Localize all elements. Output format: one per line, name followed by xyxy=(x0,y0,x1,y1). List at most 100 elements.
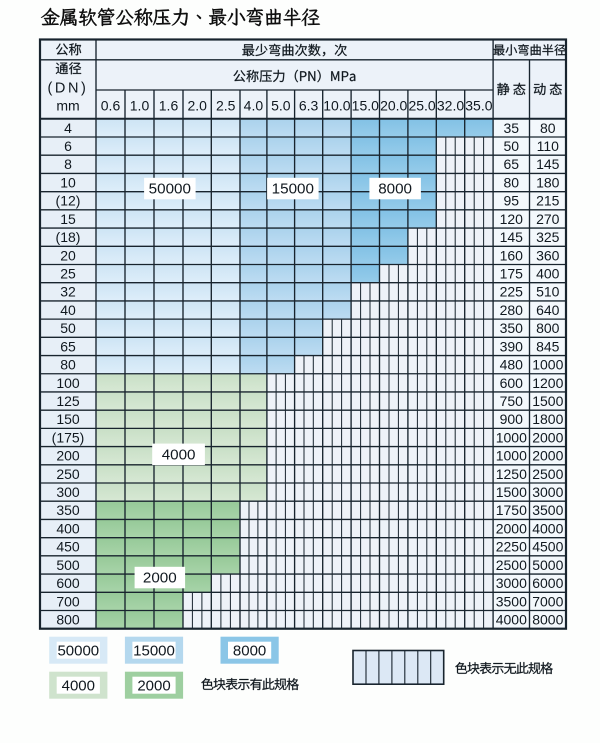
svg-text:2.5: 2.5 xyxy=(216,97,236,113)
svg-text:200: 200 xyxy=(56,448,80,464)
svg-text:20.0: 20.0 xyxy=(380,97,407,113)
svg-text:700: 700 xyxy=(56,593,80,609)
svg-text:1800: 1800 xyxy=(532,411,563,427)
svg-text:100: 100 xyxy=(56,375,80,391)
svg-text:350: 350 xyxy=(56,502,80,518)
svg-text:25: 25 xyxy=(60,266,76,282)
svg-text:15.0: 15.0 xyxy=(352,97,379,113)
svg-text:7000: 7000 xyxy=(532,593,563,609)
svg-text:4.0: 4.0 xyxy=(244,97,264,113)
svg-text:350: 350 xyxy=(500,320,524,336)
svg-text:1200: 1200 xyxy=(532,375,563,391)
svg-text:510: 510 xyxy=(536,284,560,300)
svg-text:3500: 3500 xyxy=(496,593,527,609)
svg-text:3500: 3500 xyxy=(532,502,563,518)
svg-text:8000: 8000 xyxy=(532,612,563,628)
svg-text:80: 80 xyxy=(504,174,520,190)
svg-text:360: 360 xyxy=(536,247,560,263)
svg-text:4000: 4000 xyxy=(496,612,527,628)
svg-text:35: 35 xyxy=(504,120,520,136)
svg-text:600: 600 xyxy=(500,375,524,391)
svg-text:5000: 5000 xyxy=(532,557,563,573)
svg-text:80: 80 xyxy=(540,120,556,136)
svg-text:65: 65 xyxy=(60,338,76,354)
svg-text:1000: 1000 xyxy=(496,429,527,445)
svg-text:6.3: 6.3 xyxy=(299,97,319,113)
svg-text:8000: 8000 xyxy=(233,643,266,660)
svg-text:120: 120 xyxy=(500,211,524,227)
svg-text:mm: mm xyxy=(56,98,79,114)
svg-text:480: 480 xyxy=(500,357,524,373)
svg-text:0.6: 0.6 xyxy=(101,97,121,113)
svg-text:1.6: 1.6 xyxy=(159,97,179,113)
svg-text:50: 50 xyxy=(504,138,520,154)
svg-text:50: 50 xyxy=(60,320,76,336)
svg-text:1000: 1000 xyxy=(532,357,563,373)
svg-text:450: 450 xyxy=(56,539,80,555)
svg-text:2000: 2000 xyxy=(137,678,170,695)
svg-text:150: 150 xyxy=(56,411,80,427)
svg-text:145: 145 xyxy=(536,156,560,172)
svg-text:50000: 50000 xyxy=(149,181,191,198)
svg-text:15000: 15000 xyxy=(272,181,314,198)
svg-text:10: 10 xyxy=(60,174,76,190)
svg-text:125: 125 xyxy=(56,393,80,409)
svg-text:10.0: 10.0 xyxy=(323,97,350,113)
svg-text:(18): (18) xyxy=(56,229,81,245)
svg-text:400: 400 xyxy=(56,520,80,536)
svg-text:25.0: 25.0 xyxy=(408,97,435,113)
svg-text:145: 145 xyxy=(500,229,524,245)
svg-text:2500: 2500 xyxy=(496,557,527,573)
svg-text:2250: 2250 xyxy=(496,539,527,555)
svg-text:3000: 3000 xyxy=(532,484,563,500)
svg-text:95: 95 xyxy=(504,193,520,209)
svg-text:1750: 1750 xyxy=(496,502,527,518)
svg-text:15000: 15000 xyxy=(133,643,175,660)
svg-text:110: 110 xyxy=(537,138,560,154)
svg-text:35.0: 35.0 xyxy=(465,97,492,113)
svg-text:325: 325 xyxy=(536,229,560,245)
svg-text:270: 270 xyxy=(536,211,560,227)
svg-text:50000: 50000 xyxy=(57,643,99,660)
svg-text:175: 175 xyxy=(500,266,524,282)
svg-text:800: 800 xyxy=(536,320,560,336)
svg-text:32.0: 32.0 xyxy=(437,97,464,113)
svg-text:2000: 2000 xyxy=(143,570,177,587)
svg-text:1500: 1500 xyxy=(496,484,527,500)
svg-text:500: 500 xyxy=(56,557,80,573)
svg-text:2000: 2000 xyxy=(496,520,527,536)
svg-text:8: 8 xyxy=(64,156,72,172)
svg-text:215: 215 xyxy=(536,193,560,209)
svg-text:(175): (175) xyxy=(52,429,85,445)
svg-text:65: 65 xyxy=(504,156,520,172)
svg-text:390: 390 xyxy=(500,338,524,354)
svg-text:2500: 2500 xyxy=(532,466,563,482)
svg-text:225: 225 xyxy=(500,284,524,300)
svg-text:6: 6 xyxy=(64,138,72,154)
svg-text:5.0: 5.0 xyxy=(271,97,291,113)
svg-text:300: 300 xyxy=(56,484,80,500)
svg-text:3000: 3000 xyxy=(496,575,527,591)
svg-text:80: 80 xyxy=(60,357,76,373)
svg-text:4500: 4500 xyxy=(532,539,563,555)
svg-text:640: 640 xyxy=(536,302,560,318)
svg-text:32: 32 xyxy=(60,284,76,300)
svg-text:1250: 1250 xyxy=(496,466,527,482)
svg-text:(DN): (DN) xyxy=(47,80,88,96)
svg-text:40: 40 xyxy=(60,302,76,318)
svg-text:2000: 2000 xyxy=(532,448,563,464)
svg-text:600: 600 xyxy=(56,575,80,591)
svg-text:4000: 4000 xyxy=(532,520,563,536)
svg-text:160: 160 xyxy=(500,247,524,263)
svg-text:280: 280 xyxy=(500,302,524,318)
svg-text:15: 15 xyxy=(60,211,76,227)
svg-text:1.0: 1.0 xyxy=(130,97,150,113)
svg-text:1000: 1000 xyxy=(496,448,527,464)
svg-text:900: 900 xyxy=(500,411,524,427)
svg-text:4: 4 xyxy=(64,120,72,136)
svg-text:845: 845 xyxy=(536,338,560,354)
svg-text:20: 20 xyxy=(60,247,76,263)
svg-text:750: 750 xyxy=(500,393,524,409)
svg-text:400: 400 xyxy=(536,266,560,282)
svg-text:2000: 2000 xyxy=(532,429,563,445)
